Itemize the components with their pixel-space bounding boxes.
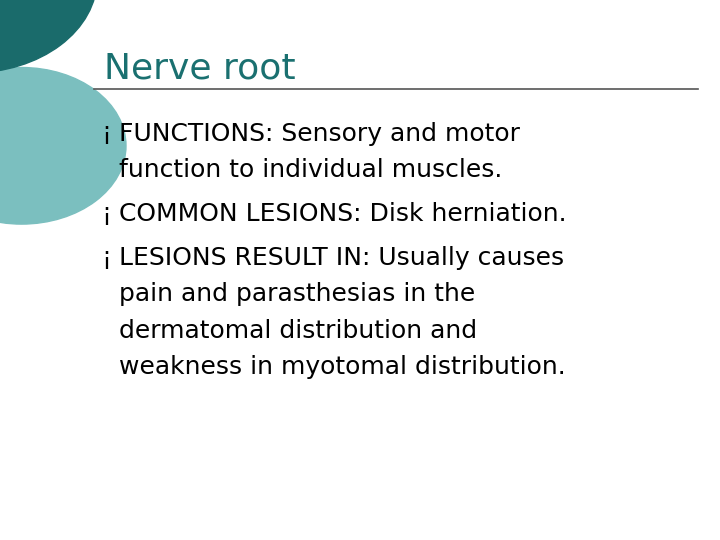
Text: COMMON LESIONS: Disk herniation.: COMMON LESIONS: Disk herniation. — [119, 202, 567, 226]
Text: ¡: ¡ — [101, 122, 111, 145]
Circle shape — [0, 0, 97, 73]
Circle shape — [0, 68, 126, 224]
Text: function to individual muscles.: function to individual muscles. — [119, 158, 502, 181]
Text: pain and parasthesias in the: pain and parasthesias in the — [119, 282, 475, 306]
Text: Nerve root: Nerve root — [104, 51, 296, 85]
Text: weakness in myotomal distribution.: weakness in myotomal distribution. — [119, 355, 565, 379]
Text: ¡: ¡ — [101, 202, 111, 226]
Text: ¡: ¡ — [101, 246, 111, 270]
Text: FUNCTIONS: Sensory and motor: FUNCTIONS: Sensory and motor — [119, 122, 520, 145]
Text: LESIONS RESULT IN: Usually causes: LESIONS RESULT IN: Usually causes — [119, 246, 564, 270]
Text: dermatomal distribution and: dermatomal distribution and — [119, 319, 477, 342]
